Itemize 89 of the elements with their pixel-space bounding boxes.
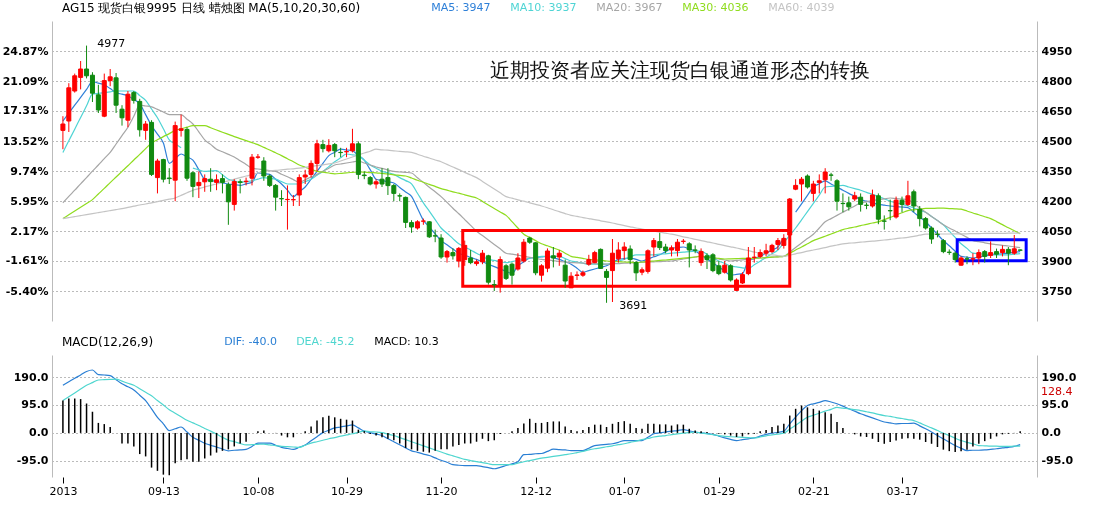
- candlestick: [373, 178, 379, 190]
- y-tick-label: 4200: [1041, 194, 1073, 208]
- candlestick: [143, 120, 149, 141]
- text: MA60: 4039: [768, 0, 835, 14]
- y-tick-label: 95.0: [21, 398, 49, 412]
- text: MA10: 3937: [510, 0, 577, 14]
- candlestick: [911, 189, 917, 213]
- y2-tick-label: 2.17%: [10, 224, 49, 238]
- y-tick-label: -95.0: [16, 454, 49, 468]
- candlestick: [905, 180, 911, 207]
- candlestick: [822, 167, 828, 194]
- candlestick: [1005, 246, 1011, 266]
- y-tick-label: 0.0: [29, 426, 49, 440]
- y-tick-label: 4950: [1041, 44, 1073, 58]
- candlestick: [964, 255, 970, 265]
- annotation: 4977: [97, 37, 126, 51]
- candlestick: [231, 178, 237, 212]
- text: MA30: 4036: [682, 0, 749, 14]
- candlestick: [799, 176, 805, 202]
- candlestick: [279, 189, 285, 207]
- candlestick: [349, 128, 355, 153]
- candlestick: [810, 180, 816, 202]
- text: MACD: 10.3: [374, 334, 439, 348]
- text: MA5: 3947: [431, 0, 491, 14]
- y-tick-label: 4800: [1041, 74, 1073, 88]
- text: MA20: 3967: [596, 0, 663, 14]
- y-tick-label: 3750: [1041, 284, 1073, 298]
- x-tick-label: 2013: [49, 484, 78, 498]
- candlestick: [887, 199, 893, 221]
- candlestick: [1011, 234, 1017, 256]
- annotation: 近期投资者应关注现货白银通道形态的转换: [490, 58, 871, 82]
- candlestick: [627, 244, 633, 265]
- text: DEA: -45.2: [296, 334, 355, 348]
- y-tick-label: 4350: [1041, 164, 1073, 178]
- candlestick: [946, 248, 952, 256]
- candlestick: [899, 196, 905, 213]
- y2-tick-label: 13.52%: [2, 134, 49, 148]
- x-tick-label: 03-17: [886, 484, 919, 498]
- candlestick: [858, 192, 864, 213]
- y-tick-label: 4050: [1041, 224, 1073, 238]
- x-tick-label: 10-29: [331, 484, 364, 498]
- candlestick: [225, 181, 231, 226]
- x-tick-label: 02-21: [797, 484, 830, 498]
- y2-tick-label: -1.61%: [5, 254, 49, 268]
- chart-title: MACD(12,26,9): [62, 335, 154, 349]
- x-tick-label: 01-29: [703, 484, 736, 498]
- candlestick: [834, 178, 840, 212]
- candlestick: [491, 279, 497, 292]
- candlestick: [154, 158, 160, 194]
- x-tick-label: 09-13: [147, 484, 180, 498]
- candlestick: [562, 259, 568, 289]
- x-tick-label: 01-07: [608, 484, 641, 498]
- candlestick: [816, 173, 822, 194]
- candlestick: [604, 268, 610, 304]
- y-tick-label: 4650: [1041, 104, 1073, 118]
- candlestick: [828, 172, 834, 182]
- y2-tick-label: 24.87%: [2, 44, 49, 58]
- candlestick: [60, 115, 66, 150]
- chart-title: AG15 现货白银9995 日线 蜡烛图 MA(5,10,20,30,60): [62, 1, 361, 15]
- candlestick: [651, 237, 657, 257]
- candlestick: [893, 196, 899, 220]
- candlestick: [95, 84, 101, 114]
- y2-tick-label: -5.40%: [5, 284, 49, 298]
- text: DIF: -40.0: [224, 334, 277, 348]
- candlestick: [196, 170, 202, 199]
- annotation: 3691: [619, 299, 648, 312]
- x-tick-label: 11-20: [425, 484, 458, 498]
- text: 128.4: [1041, 384, 1073, 398]
- candlestick: [633, 260, 639, 282]
- candlestick: [875, 192, 881, 225]
- y2-tick-label: 9.74%: [10, 164, 49, 178]
- y-tick-label: 4500: [1041, 134, 1073, 148]
- x-tick-label: 12-12: [520, 484, 553, 498]
- y2-tick-label: 17.31%: [2, 104, 49, 118]
- candlestick: [550, 246, 556, 268]
- candlestick: [444, 249, 450, 264]
- candlestick: [320, 139, 326, 153]
- candlestick: [208, 167, 214, 193]
- y2-tick-label: 21.09%: [2, 74, 49, 88]
- y2-tick-label: 5.95%: [10, 194, 49, 208]
- y-tick-label: 3900: [1041, 254, 1073, 268]
- candlestick: [438, 233, 444, 260]
- candlestick: [450, 247, 456, 261]
- x-tick-label: 10-08: [242, 484, 275, 498]
- candlestick: [243, 177, 249, 186]
- candlestick: [119, 104, 125, 127]
- candlestick: [881, 214, 887, 231]
- candlestick: [219, 173, 225, 194]
- y-tick-label: 190.0: [13, 370, 49, 384]
